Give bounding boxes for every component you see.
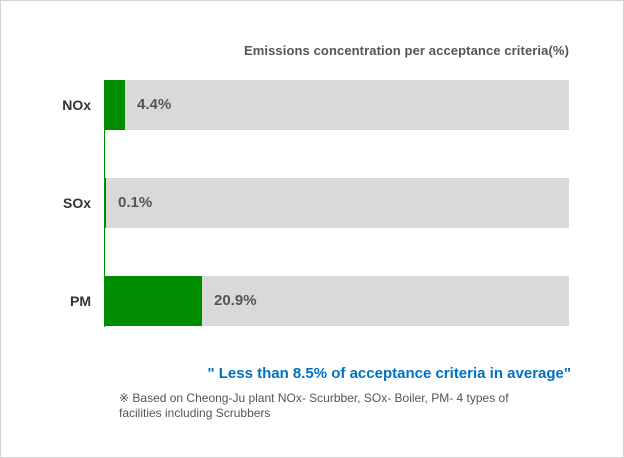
bar-value-label-nox: 4.4% [137, 96, 172, 113]
category-label-sox: SOx [62, 195, 91, 211]
bar-track-nox: 4.4% [105, 80, 569, 130]
bar-track-sox: 0.1% [105, 178, 569, 228]
category-label-nox: NOx [62, 97, 91, 113]
category-label-pm: PM [70, 293, 91, 309]
bar-nox [105, 80, 125, 130]
bar-track-pm: 20.9% [105, 276, 569, 326]
bar-sox [105, 178, 106, 228]
footnote-line-2: facilities including Scrubbers [119, 406, 271, 420]
footnote: ※ Based on Cheong-Ju plant NOx- Scurbber… [119, 391, 579, 421]
chart-title: Emissions concentration per acceptance c… [243, 43, 569, 58]
footnote-line-1: ※ Based on Cheong-Ju plant NOx- Scurbber… [119, 391, 509, 405]
bar-pm [105, 276, 202, 326]
average-summary: " Less than 8.5% of acceptance criteria … [207, 365, 571, 382]
bar-axis-line [104, 80, 105, 327]
bar-value-label-sox: 0.1% [118, 194, 153, 211]
bar-value-label-pm: 20.9% [214, 292, 257, 309]
